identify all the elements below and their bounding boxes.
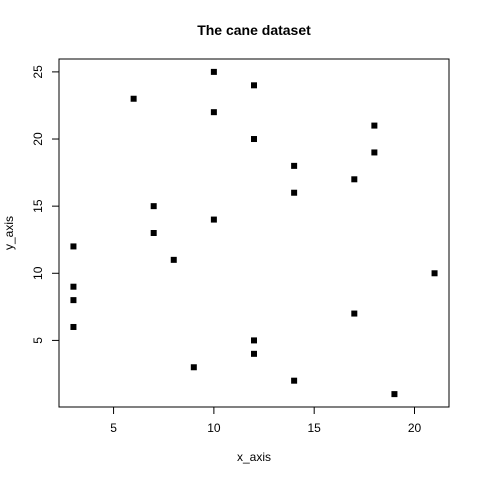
chart-title: The cane dataset (197, 22, 311, 38)
data-point (150, 203, 157, 210)
data-point (210, 216, 217, 223)
y-axis-label: y_axis (2, 216, 16, 250)
data-point (251, 350, 257, 357)
data-point (150, 230, 157, 236)
data-point (70, 297, 77, 304)
data-point (291, 189, 298, 196)
data-point (371, 149, 378, 156)
x-axis-label: x_axis (237, 450, 271, 464)
x-axis: 5 10 15 20 (110, 407, 421, 435)
data-point (251, 337, 257, 344)
data-point (291, 162, 298, 169)
y-axis: 5 10 15 20 25 (31, 65, 59, 344)
data-point (130, 95, 137, 102)
data-point (431, 270, 438, 277)
data-point (371, 122, 378, 129)
y-tick-label: 20 (31, 132, 45, 146)
x-tick-label: 15 (308, 421, 322, 435)
data-point (391, 391, 398, 398)
x-tick-label: 20 (408, 421, 422, 435)
data-points (70, 68, 438, 398)
data-point (210, 68, 217, 75)
data-point (170, 256, 177, 263)
data-point (251, 82, 257, 89)
data-point (351, 176, 358, 183)
y-tick-label: 10 (31, 266, 45, 280)
x-tick-label: 5 (110, 421, 117, 435)
data-point (190, 364, 197, 371)
data-point (70, 243, 77, 250)
data-point (210, 109, 217, 116)
data-point (70, 323, 77, 330)
data-point (70, 283, 77, 290)
x-tick-label: 10 (207, 421, 221, 435)
y-tick-label: 5 (31, 337, 45, 344)
data-point (291, 377, 298, 384)
data-point (251, 136, 257, 143)
y-tick-label: 15 (31, 199, 45, 213)
plot-frame (58, 58, 450, 408)
data-point (351, 310, 358, 317)
y-tick-label: 25 (31, 65, 45, 79)
